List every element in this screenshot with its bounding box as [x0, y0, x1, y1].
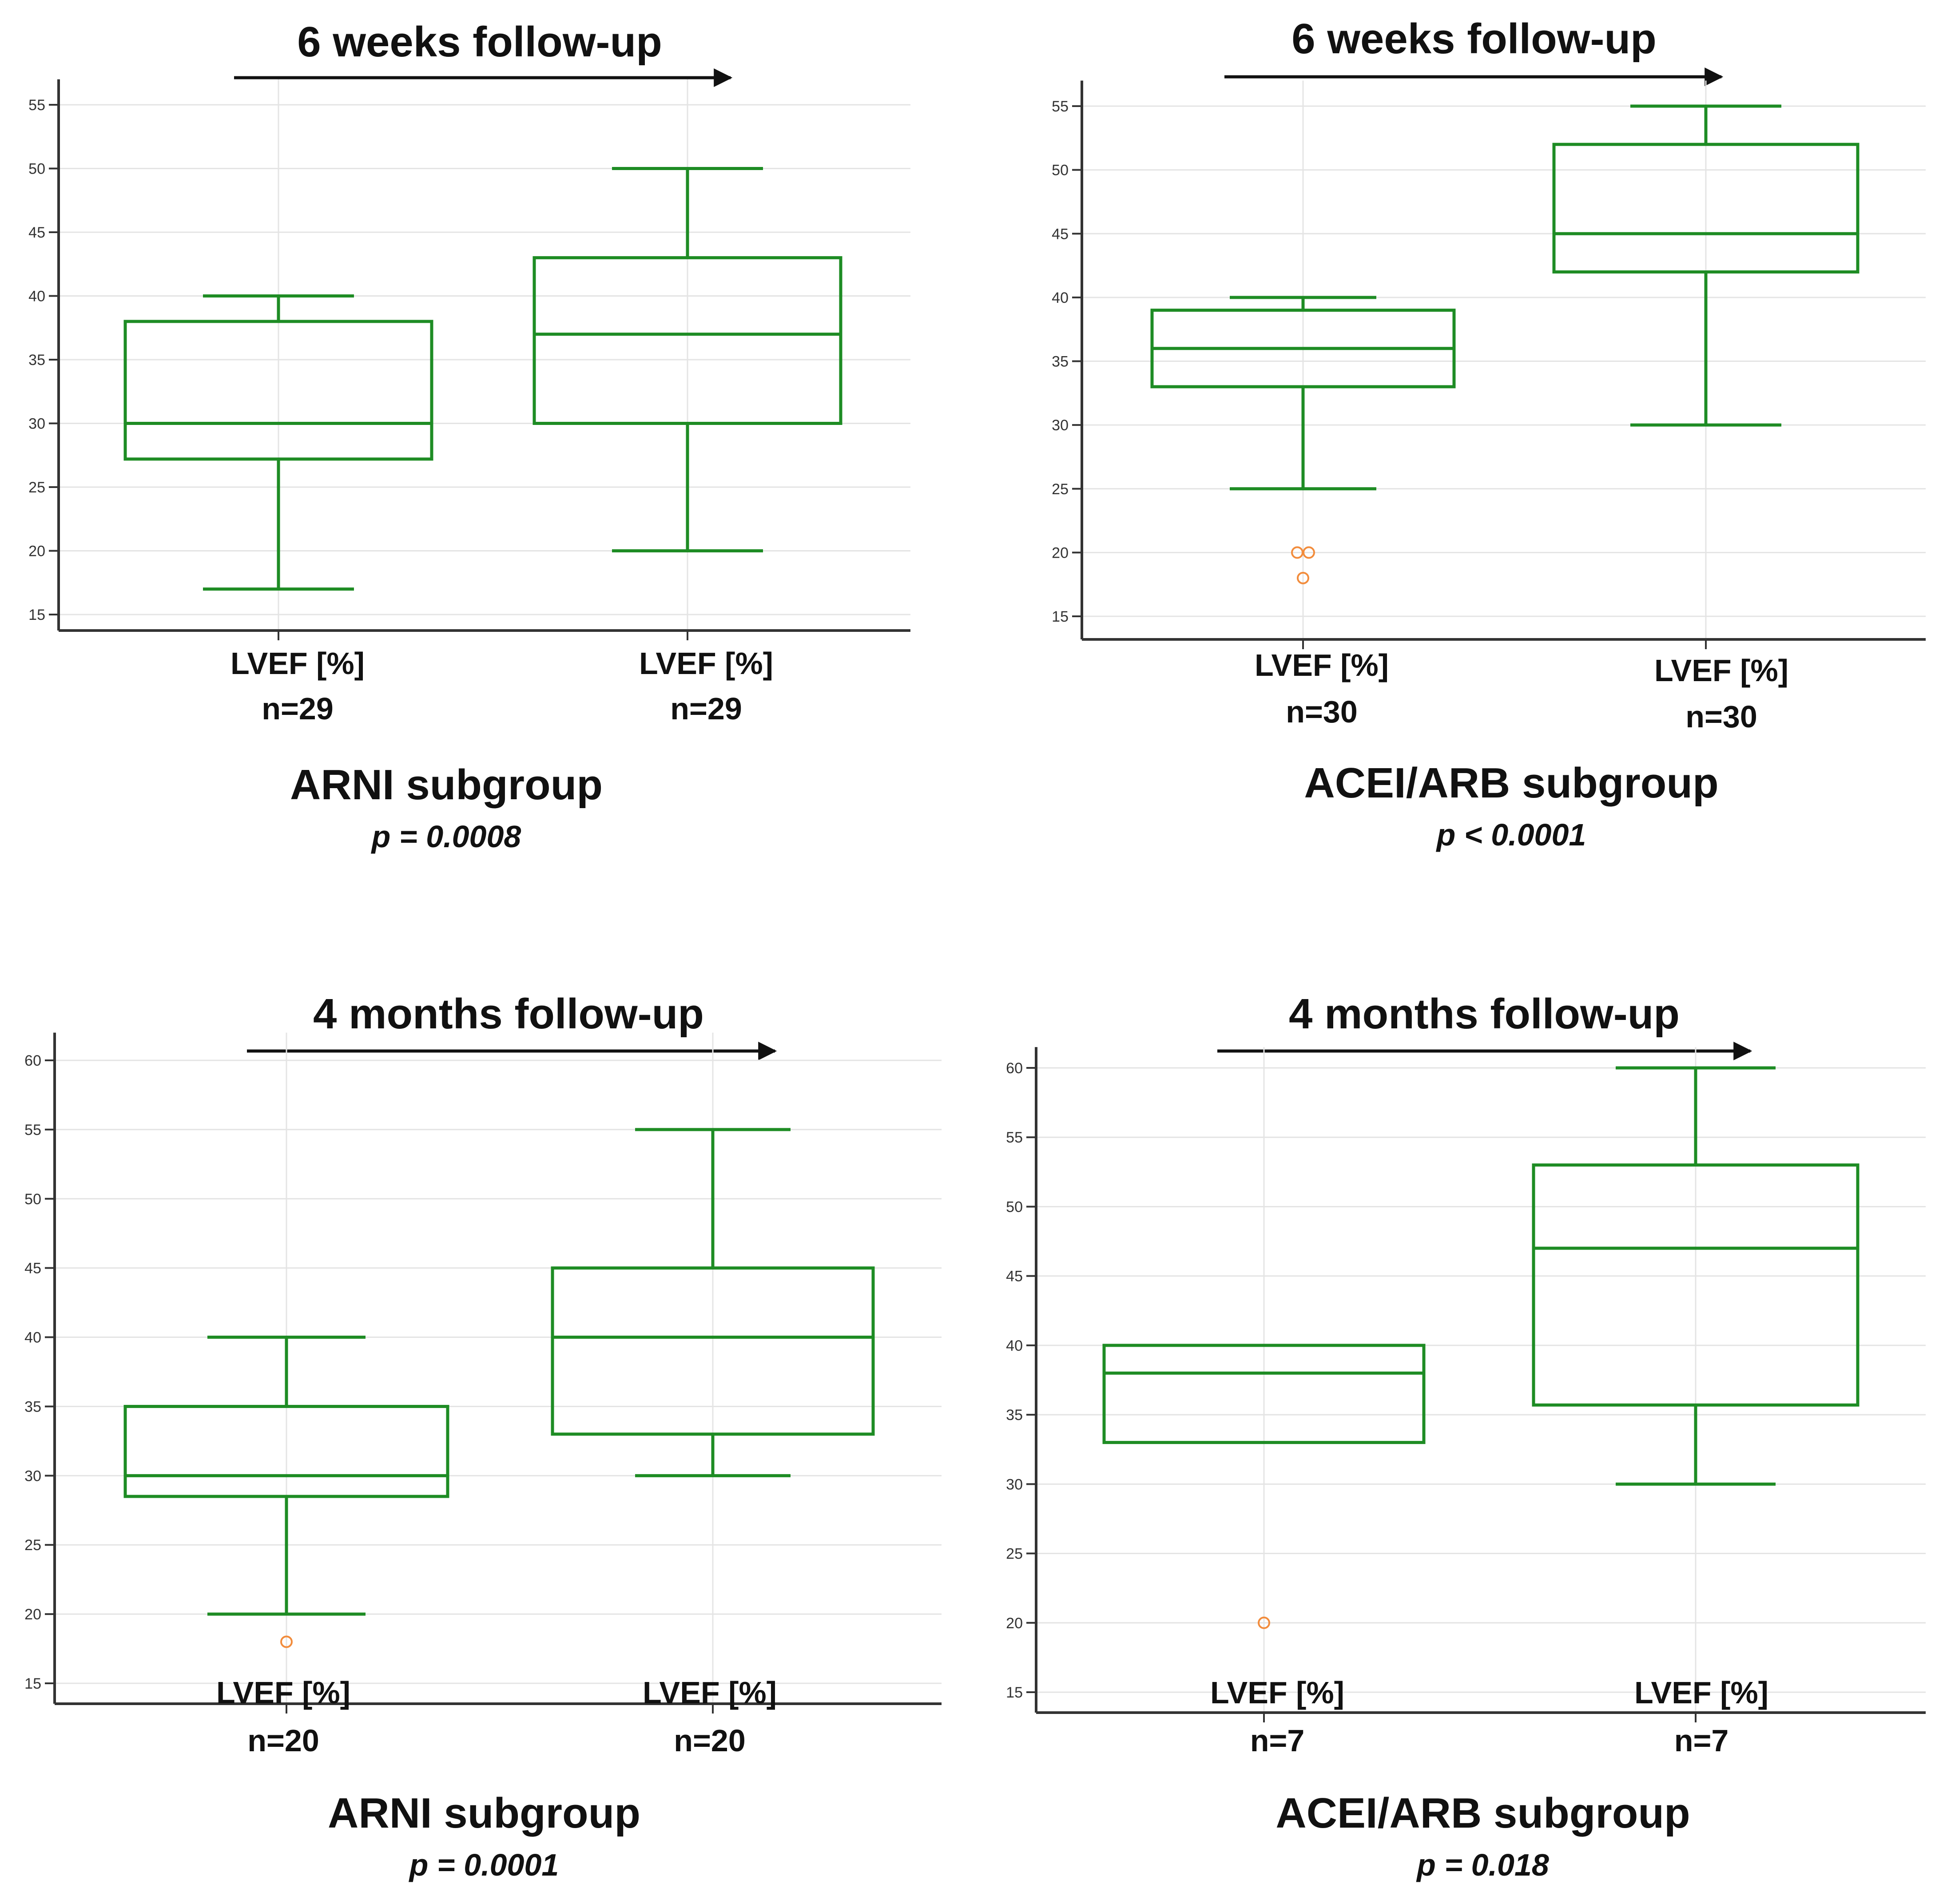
y-tick-label: 25	[1006, 1546, 1023, 1563]
y-tick-label: 25	[24, 1537, 41, 1554]
y-tick-label: 30	[28, 416, 45, 432]
plot-area: 15 20 25 30 35 40 45 50 55	[1052, 80, 1926, 649]
y-tick-label: 60	[1006, 1060, 1023, 1077]
boxplot-acei-arb-4-months: 4 months follow-up 15202530354045505560 …	[1006, 990, 1926, 1882]
sample-size-1: n=29	[262, 691, 334, 726]
y-tick-label: 50	[28, 161, 45, 178]
y-tick-label: 50	[24, 1191, 41, 1208]
y-tick-label: 50	[1006, 1198, 1023, 1215]
y-tick-label: 30	[1006, 1476, 1023, 1493]
y-tick-label: 45	[1052, 226, 1069, 242]
boxplot-acei-arb-6-weeks: 6 weeks follow-up 15 20 25 30 35 40 45 50 55 LVE…	[1052, 15, 1926, 852]
y-tick-label: 15	[1006, 1684, 1023, 1701]
category-label-1: LVEF [%]	[1210, 1675, 1344, 1710]
y-tick-label: 55	[1052, 98, 1069, 115]
follow-up-title: 6 weeks follow-up	[297, 18, 662, 66]
p-value: p = 0.0001	[409, 1848, 559, 1882]
box-iqr	[1552, 143, 1860, 274]
box-iqr	[1102, 1344, 1426, 1444]
panel-arni-6-weeks: 6 weeks follow-up 15 20 25 30 35 40 45 50 55 LVE…	[0, 0, 978, 952]
y-tick-label: 20	[28, 543, 45, 560]
sample-size-2: n=30	[1685, 699, 1757, 734]
subgroup-title: ARNI subgroup	[290, 761, 603, 809]
sample-size-1: n=20	[247, 1723, 319, 1758]
category-label-1: LVEF [%]	[230, 646, 365, 681]
box-iqr	[551, 1266, 875, 1436]
subgroup-title: ACEI/ARB subgroup	[1304, 759, 1718, 807]
box-iqr	[123, 320, 433, 461]
sample-size-1: n=7	[1250, 1723, 1305, 1758]
y-tick-label: 40	[24, 1329, 41, 1346]
y-tick-label: 35	[1006, 1407, 1023, 1424]
y-tick-label: 20	[1006, 1615, 1023, 1632]
boxplot-arni-6-weeks: 6 weeks follow-up 15 20 25 30 35 40 45 50 55 LVE…	[28, 18, 910, 854]
y-tick-label: 20	[24, 1606, 41, 1623]
y-tick-label: 40	[28, 288, 45, 305]
y-tick-label: 25	[28, 479, 45, 496]
y-tick-label: 45	[24, 1260, 41, 1277]
y-tick-label: 30	[24, 1468, 41, 1484]
y-tick-label: 55	[24, 1122, 41, 1138]
p-value: p = 0.0008	[371, 819, 521, 854]
y-tick-label: 15	[1052, 608, 1069, 625]
outlier-point	[280, 1635, 293, 1648]
y-tick-label: 55	[28, 97, 45, 114]
y-tick-label: 25	[1052, 481, 1069, 498]
outlier-point	[1258, 1616, 1270, 1629]
sample-size-2: n=29	[670, 691, 742, 726]
box-iqr	[123, 1404, 449, 1498]
category-label-1: LVEF [%]	[216, 1675, 350, 1710]
p-value: p = 0.018	[1416, 1848, 1549, 1882]
sample-size-2: n=7	[1674, 1723, 1729, 1758]
sample-size-1: n=30	[1286, 694, 1358, 729]
category-label-2: LVEF [%]	[1634, 1675, 1768, 1710]
y-tick-label: 15	[28, 607, 45, 623]
panel-acei-arb-6-weeks: 6 weeks follow-up 15 20 25 30 35 40 45 50 55 LVE…	[978, 0, 1955, 952]
subgroup-title: ACEI/ARB subgroup	[1276, 1789, 1690, 1837]
y-tick-label: 40	[1006, 1337, 1023, 1354]
y-tick-label: 20	[1052, 544, 1069, 561]
category-label-2: LVEF [%]	[643, 1675, 777, 1710]
y-tick-label: 50	[1052, 162, 1069, 179]
y-tick-label: 35	[24, 1398, 41, 1415]
follow-up-title: 4 months follow-up	[313, 990, 704, 1038]
y-tick-label: 30	[1052, 417, 1069, 434]
y-tick-label: 15	[24, 1675, 41, 1692]
y-tick-label: 35	[1052, 353, 1069, 370]
category-label-2: LVEF [%]	[1654, 653, 1788, 688]
category-label-2: LVEF [%]	[639, 646, 773, 681]
y-tick-label: 45	[1006, 1268, 1023, 1285]
panel-arni-4-months: 4 months follow-up 15 20 25 30 35 40 45 50 55 60 …	[0, 952, 978, 1904]
plot-area: 15 20 25 30 35 40 45 50 55 60	[1006, 1047, 1926, 1722]
box-iqr	[1532, 1163, 1860, 1407]
outlier-point	[1303, 546, 1315, 559]
panel-acei-arb-4-months: 4 months follow-up 15 20 25 30 35 40 45 50 55 60 …	[978, 952, 1955, 1904]
subgroup-title: ARNI subgroup	[328, 1789, 640, 1837]
y-tick-label: 60	[24, 1052, 41, 1069]
outlier-point	[1297, 571, 1309, 584]
y-tick-label: 35	[28, 352, 45, 369]
follow-up-title: 6 weeks follow-up	[1291, 15, 1656, 63]
y-tick-label: 45	[28, 224, 45, 241]
p-value: p < 0.0001	[1436, 817, 1586, 852]
y-tick-label: 40	[1052, 290, 1069, 306]
follow-up-title: 4 months follow-up	[1289, 990, 1680, 1038]
plot-area: 15 20 25 30 35 40 45 50 55	[28, 79, 910, 640]
plot-area: 15 20 25 30 35 40 45 50 55 60	[24, 1032, 942, 1714]
category-label-1: LVEF [%]	[1255, 648, 1389, 682]
sample-size-2: n=20	[674, 1723, 746, 1758]
boxplot-arni-4-months: 4 months follow-up 15202530354045505560 …	[24, 990, 942, 1882]
box-iqr	[532, 256, 842, 425]
y-tick-label: 55	[1006, 1129, 1023, 1146]
